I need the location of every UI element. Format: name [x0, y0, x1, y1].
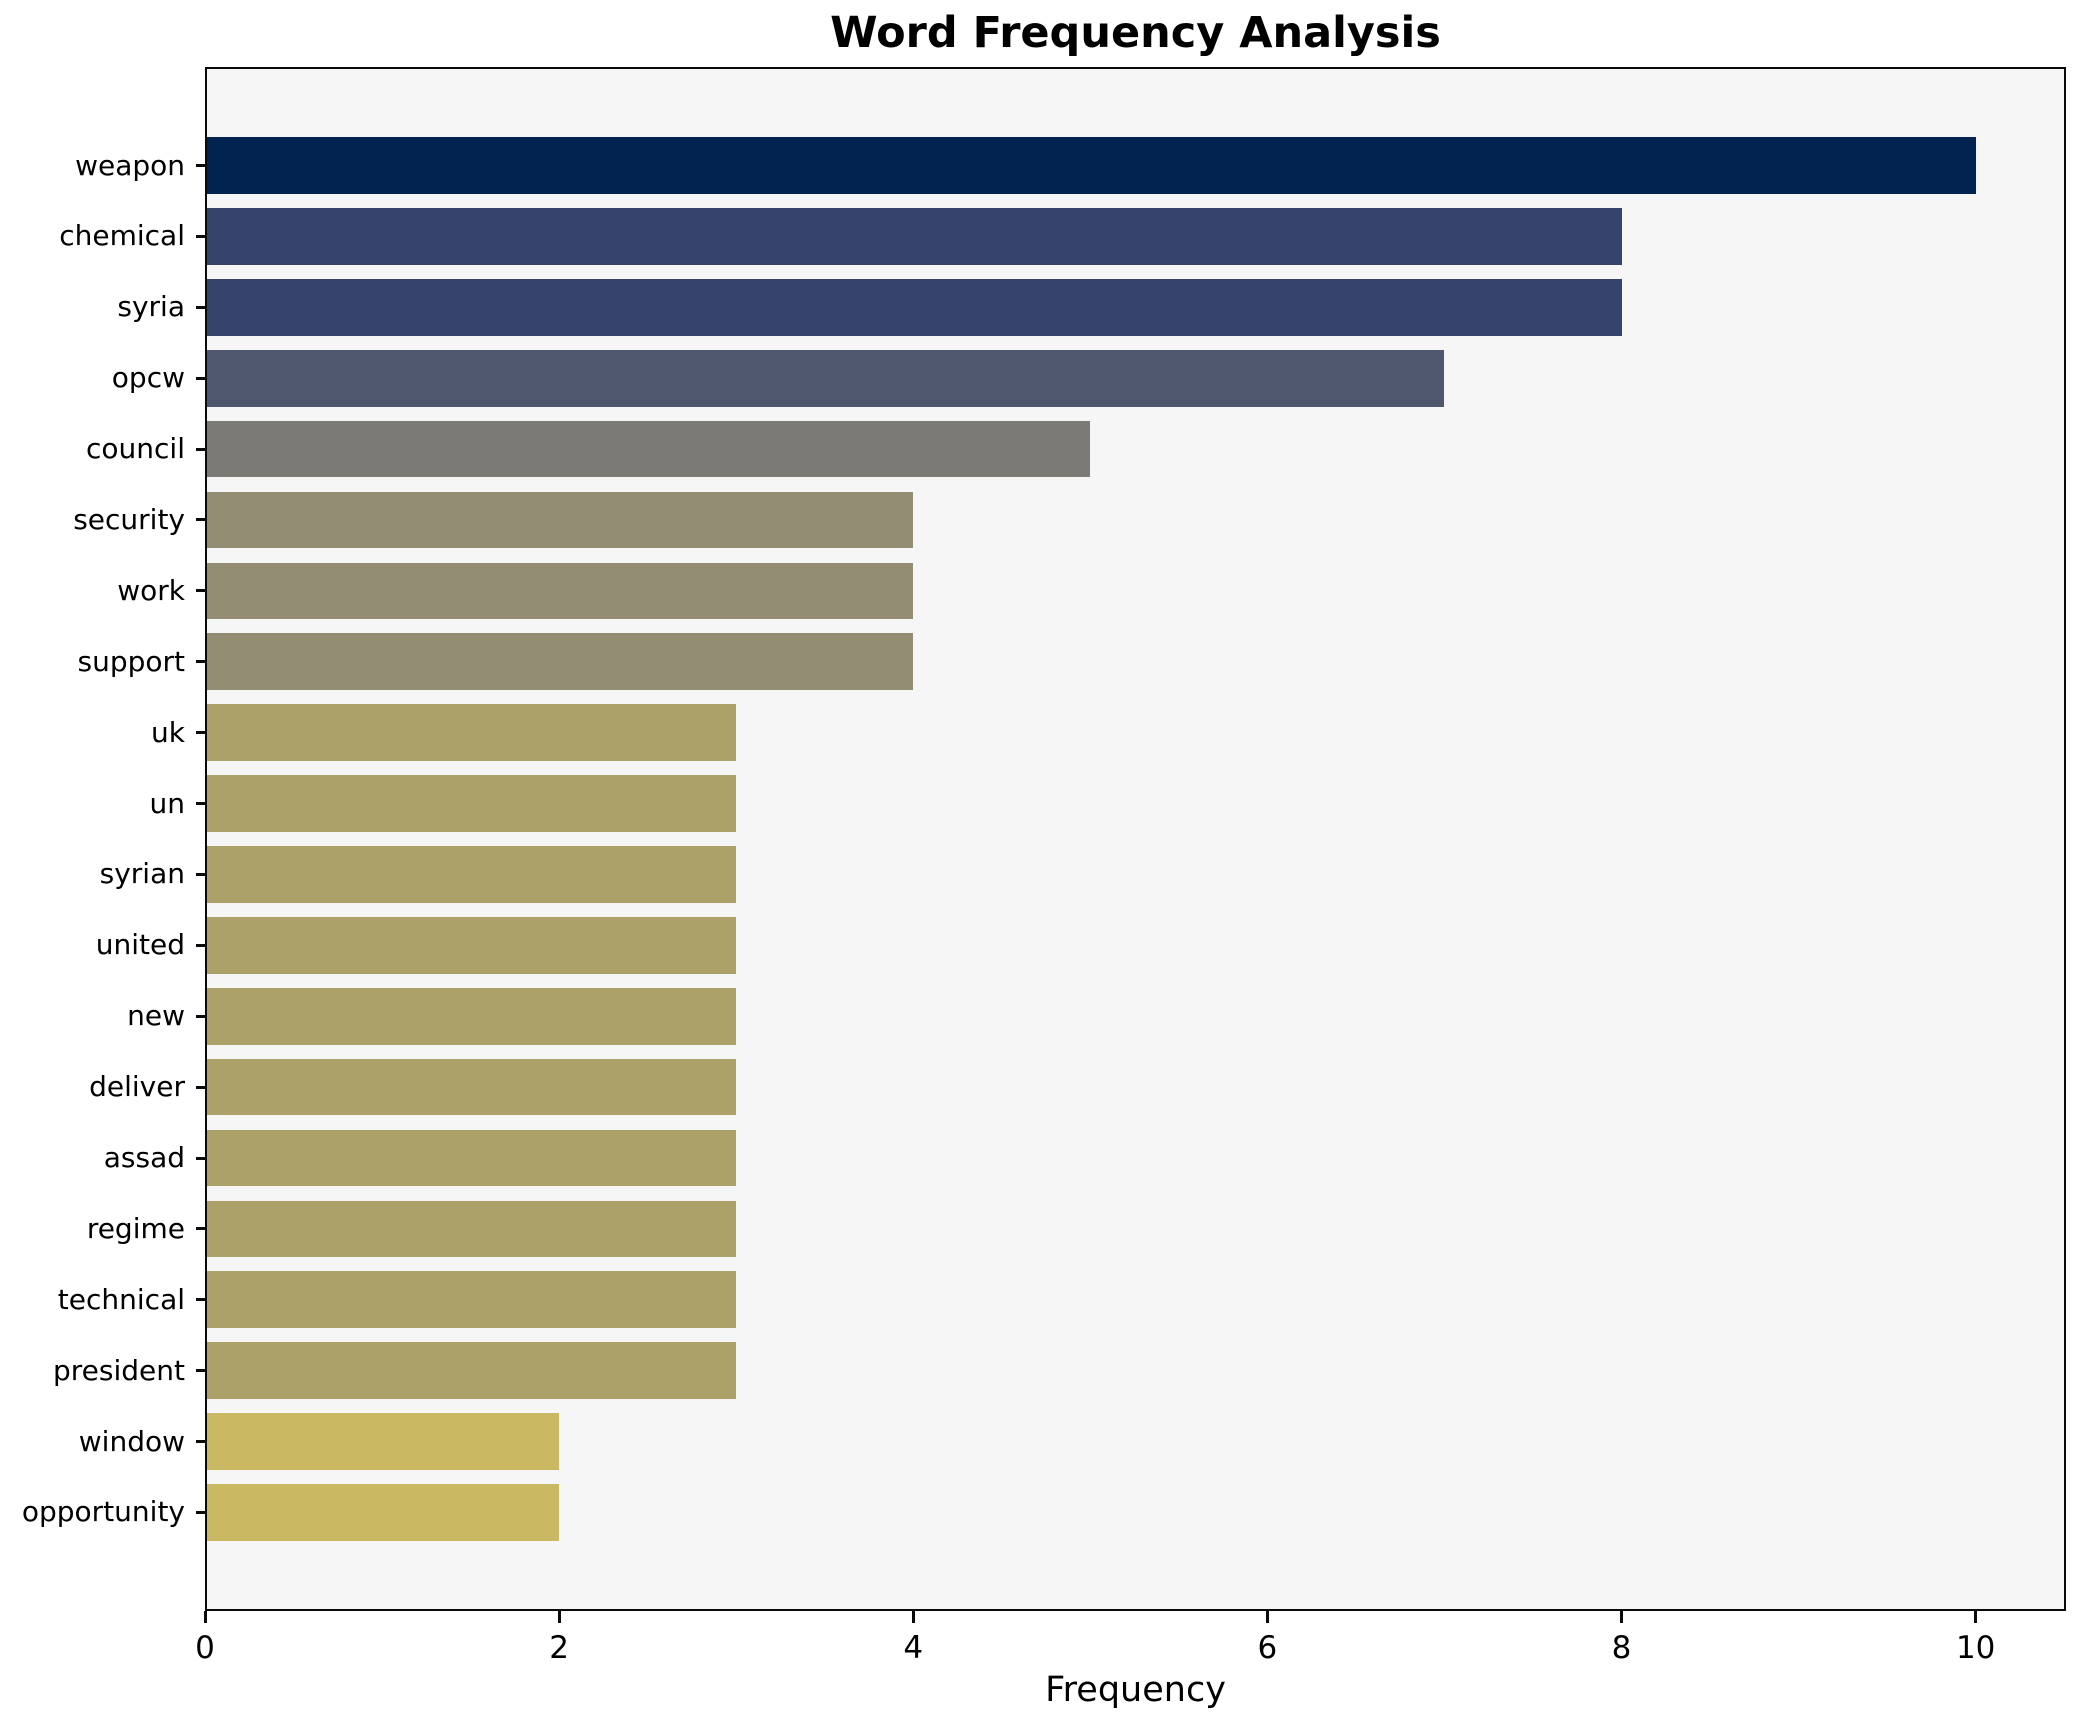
y-tick-label-assad: assad	[103, 1141, 185, 1174]
bar-council	[205, 420, 1091, 478]
y-tick-label-work: work	[117, 573, 185, 607]
x-tick-label-10: 10	[1955, 1630, 1996, 1666]
y-tick-mark	[196, 234, 205, 238]
x-tick-mark	[911, 1611, 915, 1623]
bar-united	[205, 916, 737, 974]
bar-support	[205, 633, 914, 691]
y-tick-label-uk: uk	[151, 715, 185, 749]
x-tick-label-0: 0	[195, 1630, 215, 1666]
y-tick-label-opcw: opcw	[111, 361, 185, 395]
bar-new	[205, 987, 737, 1045]
y-tick-label-un: un	[149, 786, 186, 820]
y-tick-label-window: window	[78, 1424, 185, 1458]
x-tick-label-2: 2	[549, 1630, 569, 1666]
y-tick-mark	[196, 660, 205, 664]
y-tick-mark	[196, 376, 205, 380]
y-tick-mark	[196, 1227, 205, 1231]
bar-regime	[205, 1200, 737, 1258]
y-tick-label-deliver: deliver	[89, 1070, 185, 1104]
y-tick-mark	[196, 447, 205, 451]
chart-title: Word Frequency Analysis	[830, 8, 1441, 58]
bar-weapon	[205, 137, 1976, 194]
y-tick-mark	[196, 589, 205, 593]
y-tick-mark	[196, 518, 205, 522]
y-tick-mark	[196, 802, 205, 806]
y-tick-label-support: support	[77, 644, 185, 678]
y-tick-label-syrian: syrian	[99, 857, 185, 891]
y-tick-mark	[196, 731, 205, 735]
x-tick-label-8: 8	[1611, 1630, 1632, 1666]
bar-president	[205, 1342, 737, 1400]
y-tick-label-council: council	[86, 432, 185, 466]
x-tick-mark	[203, 1611, 207, 1623]
bar-window	[205, 1413, 560, 1470]
bar-work	[205, 562, 914, 620]
bar-opportunity	[205, 1484, 560, 1541]
bar-assad	[205, 1129, 737, 1187]
x-tick-mark	[1974, 1611, 1978, 1623]
x-tick-label-4: 4	[903, 1630, 924, 1666]
bar-security	[205, 491, 914, 549]
y-tick-mark	[196, 305, 205, 309]
x-axis-title: Frequency	[1045, 1670, 1226, 1710]
y-tick-label-syria: syria	[117, 290, 185, 324]
x-tick-label-6: 6	[1257, 1630, 1278, 1666]
y-tick-label-president: president	[53, 1353, 185, 1387]
y-tick-mark	[196, 1369, 205, 1373]
y-tick-label-weapon: weapon	[75, 148, 185, 182]
bar-syrian	[205, 846, 737, 903]
y-tick-label-technical: technical	[57, 1282, 185, 1316]
x-tick-mark	[1620, 1611, 1624, 1623]
bar-technical	[205, 1271, 737, 1329]
bar-deliver	[205, 1058, 737, 1116]
y-tick-mark	[196, 943, 205, 947]
y-tick-mark	[196, 164, 205, 168]
y-tick-mark	[196, 1440, 205, 1444]
y-tick-mark	[196, 872, 205, 876]
x-tick-mark	[557, 1611, 561, 1623]
y-tick-mark	[196, 1014, 205, 1018]
bar-syria	[205, 278, 1622, 336]
y-tick-mark	[196, 1085, 205, 1089]
y-tick-mark	[196, 1510, 205, 1514]
y-tick-label-security: security	[73, 502, 185, 536]
y-tick-mark	[196, 1298, 205, 1302]
y-tick-label-opportunity: opportunity	[21, 1495, 185, 1529]
y-tick-label-new: new	[127, 999, 185, 1033]
x-tick-mark	[1265, 1611, 1269, 1623]
bar-opcw	[205, 349, 1445, 407]
bar-un	[205, 775, 737, 832]
bar-chemical	[205, 208, 1622, 265]
bar-uk	[205, 704, 737, 761]
y-tick-mark	[196, 1156, 205, 1160]
y-tick-label-chemical: chemical	[59, 219, 185, 253]
y-tick-label-regime: regime	[86, 1211, 185, 1245]
y-tick-label-united: united	[95, 928, 185, 962]
